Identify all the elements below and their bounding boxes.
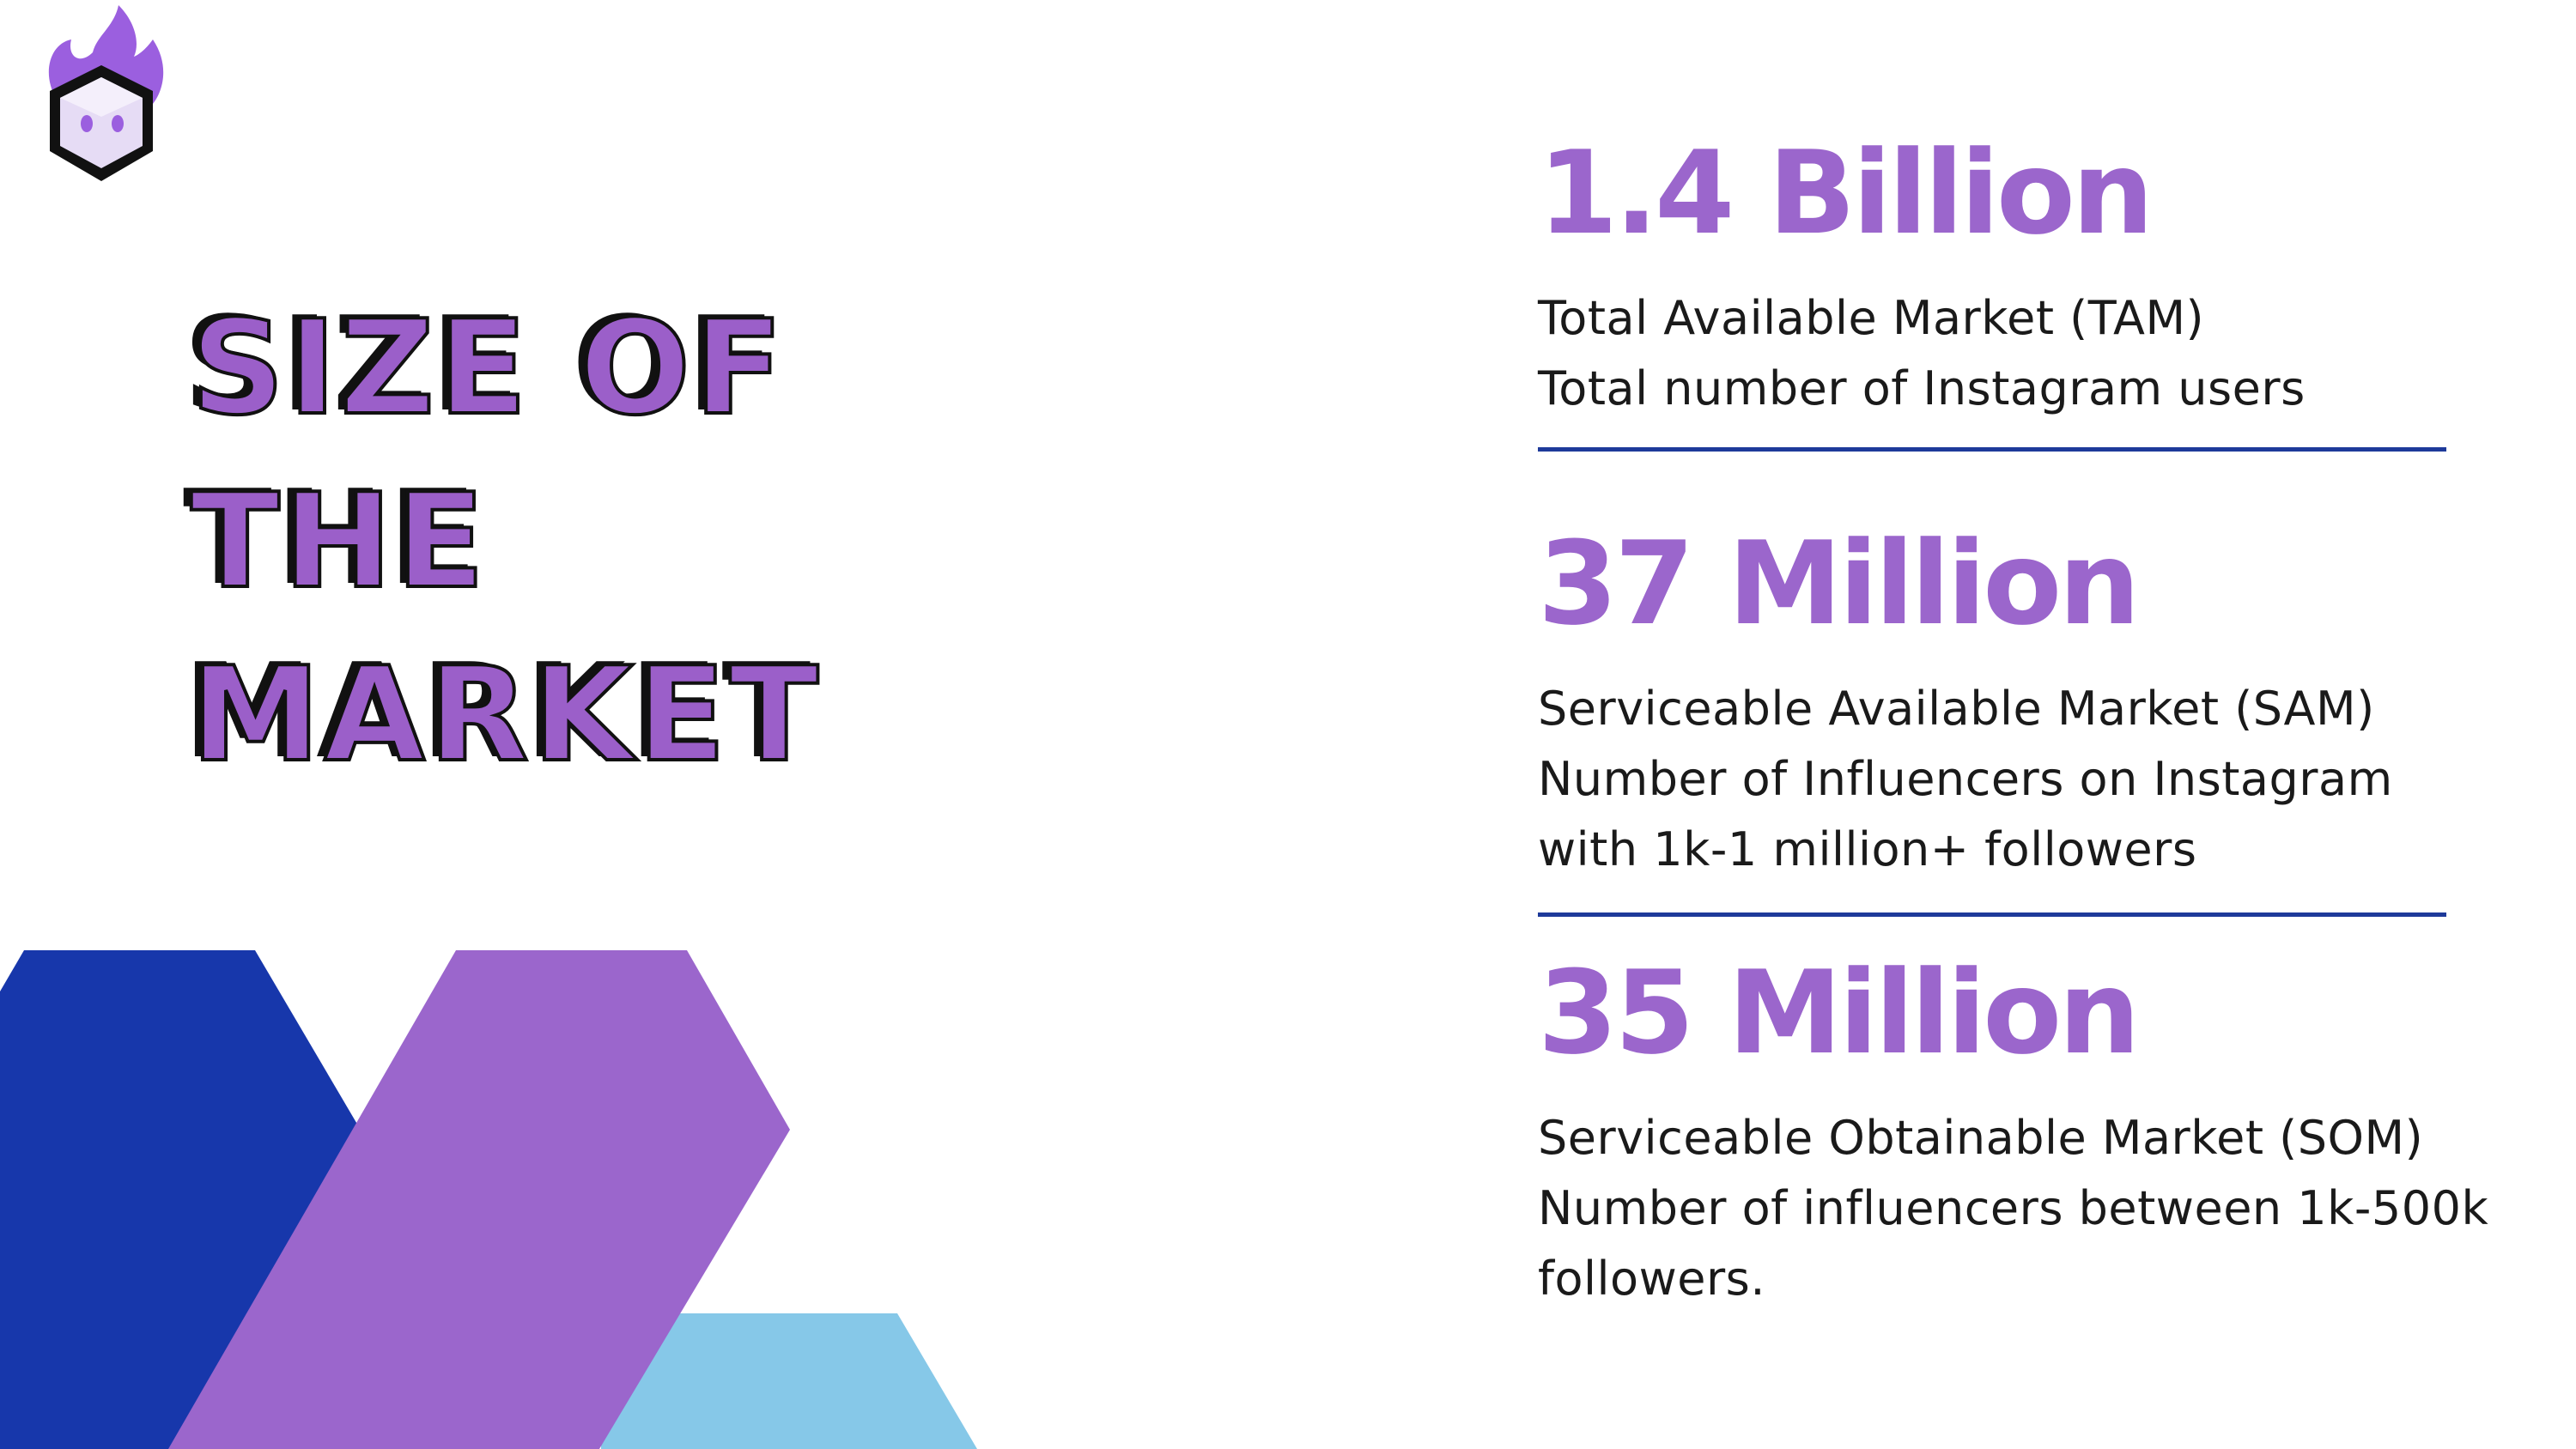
stat-line: Serviceable Obtainable Market (SOM): [1538, 1111, 2424, 1165]
stat-line: Serviceable Available Market (SAM): [1538, 682, 2375, 736]
stat-line: with 1k-1 million+ followers: [1538, 822, 2197, 876]
stat-line: Total Available Market (TAM): [1538, 291, 2205, 345]
divider: [1538, 912, 2446, 917]
stat-line: followers.: [1538, 1252, 1765, 1306]
stat-line: Number of Influencers on Instagram: [1538, 752, 2393, 806]
brand-logo-icon: [48, 5, 164, 181]
stat-description: Total Available Market (TAM) Total numbe…: [1538, 283, 2306, 424]
stat-value: 1.4 Billion: [1538, 126, 2154, 260]
stat-value: 35 Million: [1538, 946, 2141, 1080]
stat-line: Number of influencers between 1k-500k: [1538, 1181, 2489, 1235]
title-line-3: MARKET: [189, 637, 823, 792]
divider: [1538, 447, 2446, 452]
purple-shape: [168, 950, 790, 1449]
light-blue-shape: [601, 1313, 977, 1449]
page-title: SIZE OF THE MARKET: [189, 282, 823, 802]
stat-sam: 37 Million Serviceable Available Market …: [1538, 519, 2393, 885]
stat-som: 35 Million Serviceable Obtainable Market…: [1538, 949, 2488, 1314]
stat-description: Serviceable Available Market (SAM) Numbe…: [1538, 674, 2393, 885]
stat-value: 37 Million: [1538, 517, 2141, 651]
stat-description: Serviceable Obtainable Market (SOM) Numb…: [1538, 1103, 2488, 1314]
stat-line: Total number of Instagram users: [1538, 361, 2306, 415]
title-line-2: THE: [189, 464, 489, 619]
navy-shape: [0, 950, 425, 1449]
title-line-1: SIZE OF: [189, 290, 787, 446]
stat-tam: 1.4 Billion Total Available Market (TAM)…: [1538, 129, 2306, 424]
